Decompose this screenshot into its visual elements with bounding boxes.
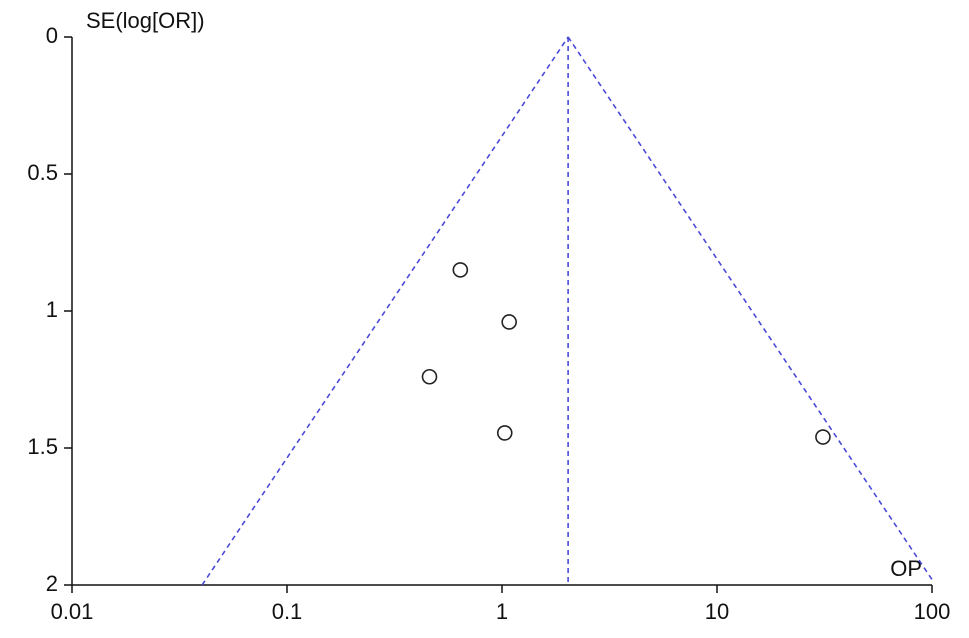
- funnel-line: [567, 36, 933, 580]
- y-tick-label: 0: [46, 23, 58, 48]
- x-tick-label: 100: [914, 599, 951, 624]
- y-tick-label: 2: [46, 571, 58, 596]
- y-tick-label: 1.5: [27, 434, 58, 459]
- x-axis-label: OP: [890, 556, 922, 581]
- x-tick-label: 1: [496, 599, 508, 624]
- y-axis-label: SE(log[OR]): [86, 8, 205, 33]
- data-point: [501, 314, 517, 330]
- y-tick-label: 1: [46, 297, 58, 322]
- x-tick-label: 0.01: [51, 599, 94, 624]
- y-tick-label: 0.5: [27, 160, 58, 185]
- data-point: [815, 429, 831, 445]
- data-point: [496, 425, 513, 441]
- x-tick-label: 0.1: [272, 599, 303, 624]
- funnel-line: [201, 36, 569, 586]
- data-point: [421, 368, 438, 385]
- data-point: [452, 262, 469, 278]
- x-tick-label: 10: [705, 599, 729, 624]
